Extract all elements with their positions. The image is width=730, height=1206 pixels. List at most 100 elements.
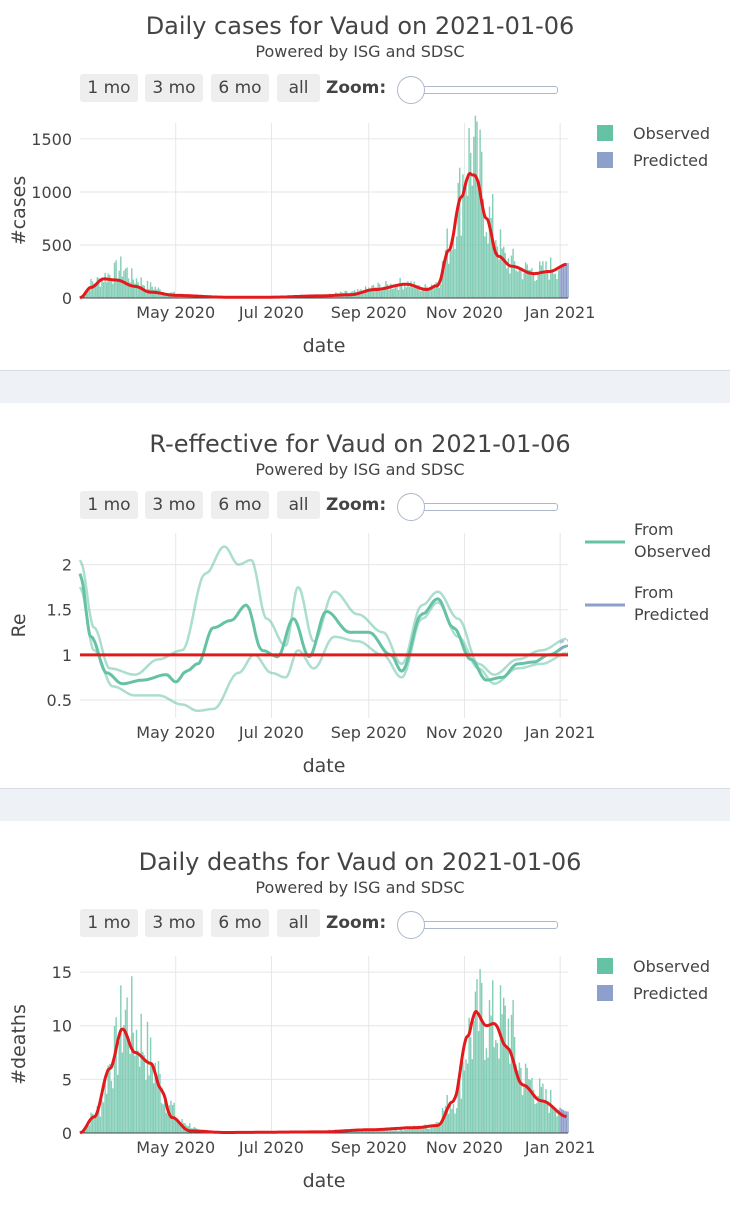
zoom-label: Zoom: <box>326 78 386 98</box>
observed-bar <box>454 1114 455 1133</box>
range-all-button[interactable]: all <box>277 909 320 937</box>
chart-subtitle: Powered by ISG and SDSC <box>0 878 720 897</box>
range-3mo-button[interactable]: 3 mo <box>145 491 203 519</box>
observed-bar <box>459 168 460 298</box>
zoom-slider-track[interactable] <box>410 921 558 929</box>
observed-bar <box>122 1053 123 1134</box>
observed-bar <box>500 985 501 1133</box>
predicted-bar <box>567 1112 568 1134</box>
range-6mo-button[interactable]: 6 mo <box>211 74 269 102</box>
observed-bar <box>131 268 132 298</box>
observed-bar <box>494 1047 495 1133</box>
observed-bar <box>412 287 413 298</box>
observed-bar <box>465 184 466 298</box>
observed-bar <box>514 1037 515 1133</box>
observed-bar <box>95 1116 96 1133</box>
observed-bar <box>117 280 118 298</box>
observed-bar <box>553 274 554 298</box>
observed-bar <box>373 285 374 298</box>
observed-bar <box>527 1068 528 1133</box>
zoom-slider-handle[interactable] <box>397 76 425 104</box>
predicted-bar <box>567 263 568 298</box>
observed-bar <box>115 1017 116 1133</box>
y-axis-label: Re <box>8 613 30 637</box>
observed-bar <box>150 1038 151 1134</box>
observed-bar <box>420 1129 421 1133</box>
observed-bar <box>506 1047 507 1133</box>
observed-bar <box>553 1109 554 1133</box>
observed-bar <box>436 1122 437 1133</box>
observed-bar <box>429 1129 430 1134</box>
observed-bar <box>158 1061 159 1133</box>
observed-bar <box>489 1000 490 1133</box>
observed-bar <box>451 250 452 298</box>
range-1mo-button[interactable]: 1 mo <box>80 74 138 102</box>
observed-bar <box>111 1081 112 1133</box>
observed-bar <box>547 1102 548 1133</box>
legend-predicted-label: Predicted <box>633 984 708 1003</box>
observed-bar <box>539 261 540 298</box>
observed-bar <box>450 1105 451 1133</box>
zoom-slider-track[interactable] <box>410 503 558 511</box>
legend-observed-label-line1: From <box>634 523 674 539</box>
legend-predicted-swatch <box>597 985 613 1001</box>
observed-bar <box>544 1100 545 1133</box>
observed-bar <box>508 1019 509 1134</box>
observed-bar <box>484 1060 485 1133</box>
legend-observed-label: Observed <box>633 124 710 143</box>
observed-bar <box>456 1108 457 1133</box>
observed-bar <box>461 1099 462 1133</box>
range-1mo-button[interactable]: 1 mo <box>80 491 138 519</box>
observed-bar <box>555 274 556 298</box>
observed-bar <box>417 288 418 298</box>
observed-bar <box>123 271 124 298</box>
observed-bar <box>476 979 477 1133</box>
observed-bar <box>549 280 550 298</box>
range-all-button[interactable]: all <box>277 491 320 519</box>
observed-bar <box>97 277 98 298</box>
range-6mo-button[interactable]: 6 mo <box>211 909 269 937</box>
chart-subtitle: Powered by ISG and SDSC <box>0 460 720 479</box>
observed-bar <box>456 237 457 299</box>
observed-bar <box>104 273 105 298</box>
zoom-slider-handle[interactable] <box>397 911 425 939</box>
observed-bar <box>492 980 493 1133</box>
x-tick-label: Sep 2020 <box>331 1138 407 1157</box>
observed-bar <box>420 291 421 298</box>
x-tick-label: Sep 2020 <box>331 303 407 322</box>
observed-bar <box>142 285 143 298</box>
observed-bar <box>525 262 526 298</box>
observed-bar <box>399 278 400 298</box>
observed-bar <box>497 1043 498 1133</box>
range-3mo-button[interactable]: 3 mo <box>145 909 203 937</box>
observed-bar <box>483 1025 484 1133</box>
observed-bar <box>130 1054 131 1133</box>
x-tick-label: Jul 2020 <box>238 1138 304 1157</box>
observed-bar <box>464 1071 465 1133</box>
range-6mo-button[interactable]: 6 mo <box>211 491 269 519</box>
range-1mo-button[interactable]: 1 mo <box>80 909 138 937</box>
zoom-slider-handle[interactable] <box>397 493 425 521</box>
observed-bar <box>439 288 440 298</box>
observed-bar <box>404 285 405 298</box>
observed-bar <box>539 1078 540 1133</box>
observed-bar <box>464 195 465 298</box>
observed-bar <box>101 278 102 298</box>
observed-bar <box>503 998 504 1133</box>
observed-bar <box>541 265 542 298</box>
observed-bar <box>484 236 485 298</box>
observed-bar <box>421 290 422 298</box>
observed-bar <box>137 1051 138 1133</box>
range-all-button[interactable]: all <box>277 74 320 102</box>
observed-bar <box>101 1101 102 1134</box>
zoom-slider-track[interactable] <box>410 86 558 94</box>
observed-bar <box>462 1062 463 1133</box>
x-axis-label: date <box>303 755 346 777</box>
observed-bar <box>473 137 474 298</box>
range-3mo-button[interactable]: 3 mo <box>145 74 203 102</box>
observed-bar <box>550 258 551 299</box>
y-tick-label: 15 <box>52 963 72 982</box>
observed-bar <box>509 1064 510 1133</box>
x-tick-label: May 2020 <box>136 303 215 322</box>
